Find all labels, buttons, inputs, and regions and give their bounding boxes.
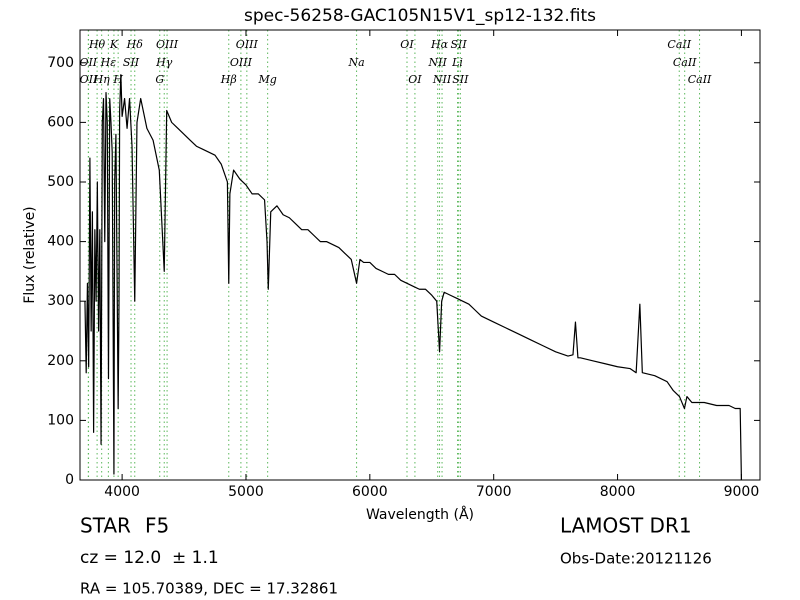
obs-date: Obs-Date:20121126 — [560, 550, 712, 568]
x-axis-label: Wavelength (Å) — [366, 506, 474, 523]
survey: LAMOST DR1 — [560, 514, 692, 538]
y-tick-label: 400 — [47, 234, 74, 250]
x-tick-label: 4000 — [104, 484, 140, 500]
spectral-line-label: NII — [428, 56, 448, 69]
spectral-line-label: Hβ — [220, 73, 237, 86]
spectral-line-label: Na — [347, 56, 364, 69]
spectral-line-label: Hε — [100, 56, 117, 69]
y-axis-label: Flux (relative) — [22, 206, 38, 303]
spectral-line-label: OI — [408, 73, 422, 86]
y-tick-label: 700 — [47, 55, 74, 71]
y-tick-label: 100 — [47, 412, 74, 428]
spectral-line-label: Hα — [430, 38, 449, 51]
x-tick-label: 9000 — [724, 484, 760, 500]
x-tick-label: 5000 — [228, 484, 264, 500]
spectral-line-label: G — [155, 73, 164, 86]
x-tick-label: 8000 — [600, 484, 636, 500]
plot-frame — [79, 29, 761, 481]
spectral-line-label: Hη — [93, 73, 111, 86]
spectral-line-label: SII — [452, 73, 469, 86]
spectral-line-label: OII — [80, 73, 98, 86]
spectral-line-label: Mg — [257, 73, 276, 86]
spectral-line-label: CaII — [673, 56, 697, 69]
spectral-line-label: OIII — [236, 38, 259, 51]
spectral-line-label: H — [112, 73, 123, 86]
x-tick-label: 6000 — [352, 484, 388, 500]
spectral-line-label: CaII — [667, 38, 691, 51]
spectral-line-label: Hδ — [126, 38, 144, 51]
spectral-line-label: Hγ — [155, 56, 173, 69]
spectrum-line — [84, 74, 743, 481]
y-tick-label: 600 — [47, 114, 74, 130]
spectral-line-label: OIII — [230, 56, 253, 69]
y-tick-label: 200 — [47, 353, 74, 369]
subclass: F5 — [145, 514, 169, 538]
spectral-line-label: OI — [400, 38, 414, 51]
object-class: STAR — [80, 514, 131, 538]
x-tick-label: 7000 — [476, 484, 512, 500]
spectral-line-label: Hθ — [88, 38, 106, 51]
coordinates: RA = 105.70389, DEC = 17.32861 — [80, 580, 338, 598]
spectral-line-label: SII — [123, 56, 140, 69]
spectral-line-label: Li — [451, 56, 463, 69]
chart-title: spec-56258-GAC105N15V1_sp12-132.fits — [244, 6, 596, 26]
spectral-line-label: OIII — [156, 38, 179, 51]
y-tick-label: 500 — [47, 174, 74, 190]
spectral-line-label: NII — [432, 73, 452, 86]
y-tick-label: 300 — [47, 293, 74, 309]
y-tick-label: 0 — [65, 472, 74, 488]
spectral-line-label: SII — [451, 38, 468, 51]
redshift: cz = 12.0 ± 1.1 — [80, 548, 219, 568]
spectral-line-label: K — [109, 38, 119, 51]
spectral-line-label: CaII — [688, 73, 712, 86]
